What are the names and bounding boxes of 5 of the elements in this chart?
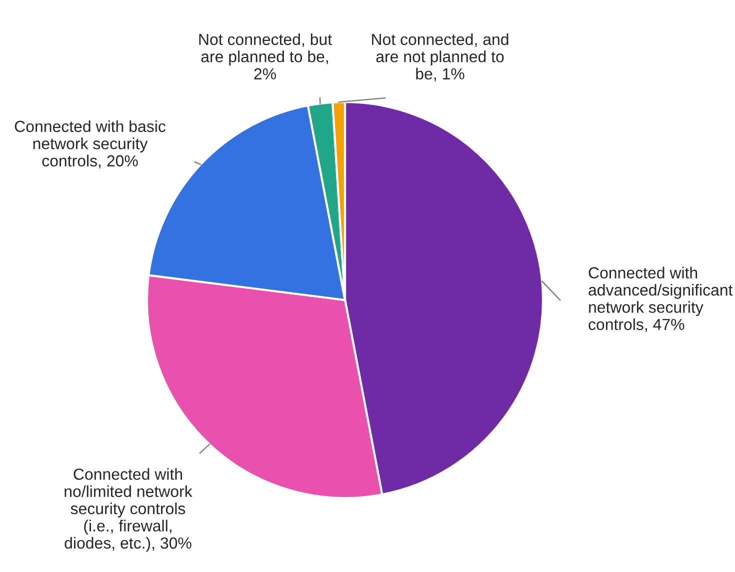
slice-label: Connected with no/limited network security controls (i.e., firewall, diodes, etc.), 30% [64,468,192,552]
slice-label: Connected with advanced/significant network security controls, 47% [588,266,733,332]
slice-label: Not connected, and are not planned to be, 1% [372,33,508,82]
slice-label: Not connected, but are planned to be, 2% [199,33,332,80]
slice-label: Connected with basic network security controls, 20% [14,120,166,168]
